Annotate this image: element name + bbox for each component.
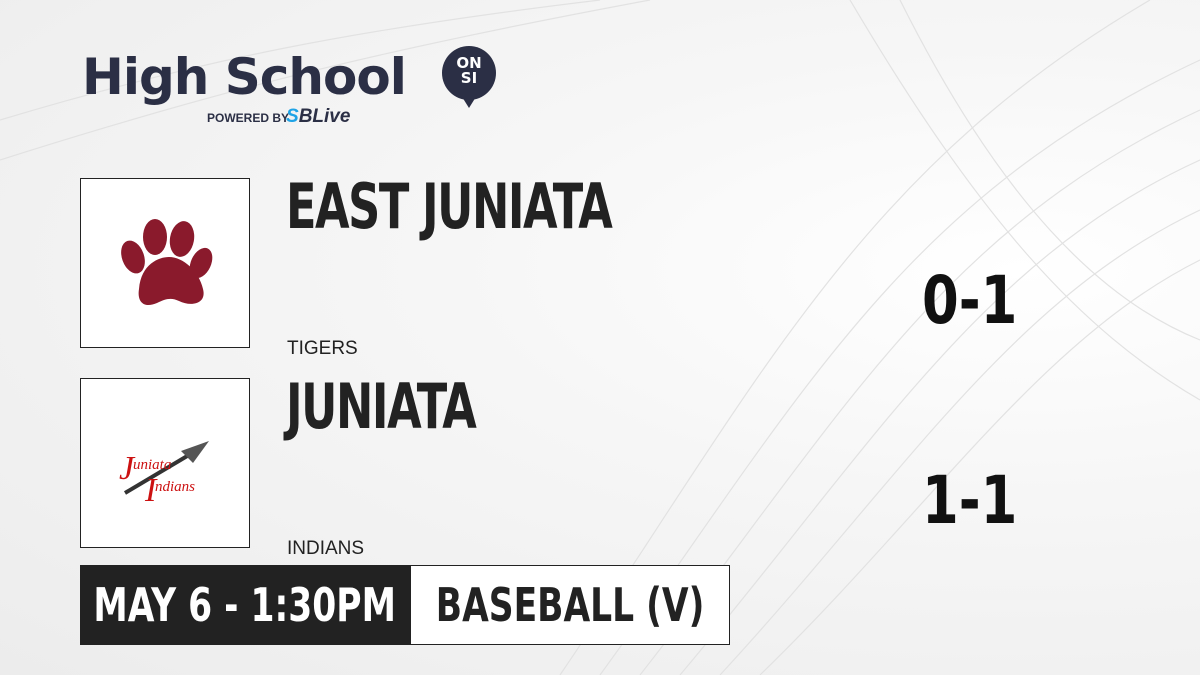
svg-text:J: J [119, 450, 136, 487]
brand-title: High School [82, 48, 407, 106]
badge-bottom: SI [460, 69, 478, 87]
home-team-logo [80, 178, 250, 348]
home-team-record: 0-1 [922, 262, 1018, 339]
home-team-mascot: TIGERS [287, 338, 358, 359]
game-datetime-box: MAY 6 - 1:30PM [80, 565, 410, 645]
sport-box: BASEBALL (V) [410, 565, 730, 645]
logo-text-2: ndians [155, 479, 195, 495]
powered-by-label: POWERED BY [207, 111, 290, 125]
game-datetime: MAY 6 - 1:30PM [93, 578, 397, 632]
away-team-logo: J uniata I ndians [80, 378, 250, 548]
sblive-logo: SBLive [286, 106, 350, 128]
home-team-name: EAST JUNIATA [286, 170, 613, 243]
svg-text:I: I [144, 472, 158, 509]
away-team-name: JUNIATA [286, 370, 477, 443]
sport-label: BASEBALL (V) [435, 578, 705, 632]
sblive-s: S [286, 106, 299, 127]
on-si-pin-logo: ON SI [442, 46, 496, 108]
juniata-arrow-icon: J uniata I ndians [119, 441, 209, 509]
sblive-text: BLive [298, 106, 351, 127]
badge-top: ON [456, 54, 482, 72]
away-team-mascot: INDIANS [287, 538, 365, 559]
game-info-bar: MAY 6 - 1:30PM BASEBALL (V) [80, 565, 730, 645]
logo-text-1: uniata [133, 457, 171, 473]
away-team-record: 1-1 [922, 462, 1018, 539]
paw-print-icon [121, 219, 213, 306]
